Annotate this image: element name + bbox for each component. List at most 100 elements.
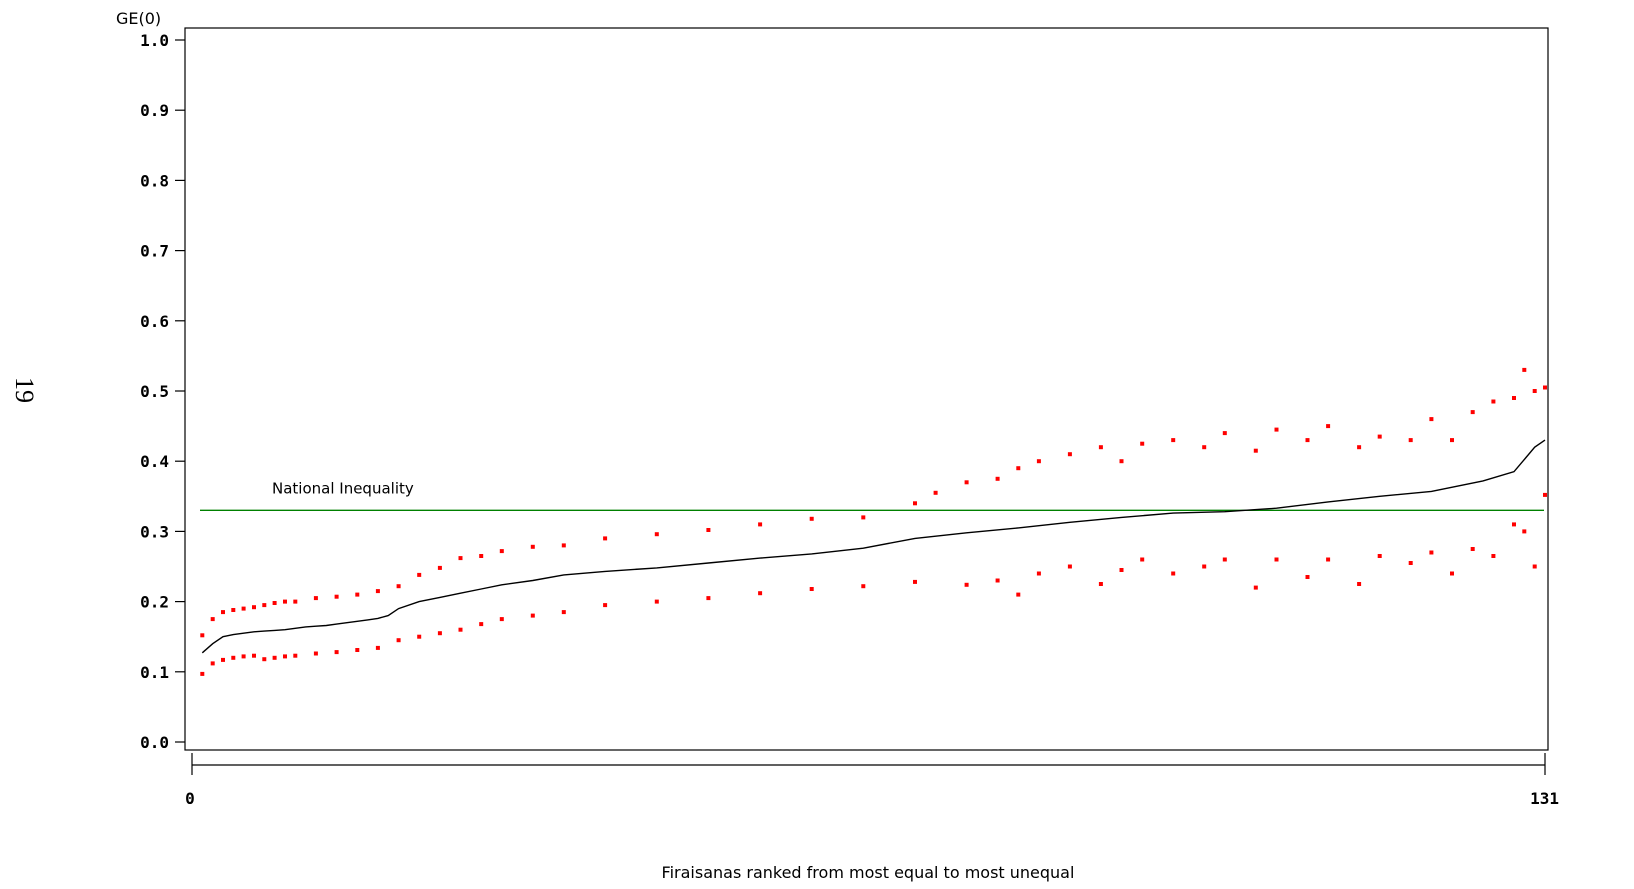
lower-bound-point [861,584,866,589]
lower-bound-point [1253,585,1258,590]
lower-bound-point [252,653,256,658]
upper-bound-point [1119,459,1124,464]
lower-bound-point [995,578,1000,583]
upper-bound-point [499,549,504,554]
y-tick-label: 0.1 [140,663,169,682]
lower-bound-point [1119,568,1124,572]
upper-bound-point [1067,452,1072,457]
y-tick-label: 0.8 [140,171,169,190]
upper-bound-point [458,556,463,561]
lower-bound-point [221,657,225,662]
upper-bound-point [231,608,236,612]
lower-bound-point [1036,571,1041,576]
lower-bound-point [1429,550,1434,555]
lower-bound-point [561,610,566,615]
lower-bound-point [1016,592,1021,597]
upper-bound-point [313,596,318,601]
lower-bound-point [530,613,535,618]
lower-bound-point [1305,575,1310,579]
upper-bound-point [964,480,969,485]
x-tick-label: 0 [185,789,195,808]
lower-bound-point [499,617,504,622]
lower-bound-point [313,651,318,656]
upper-bound-point [1491,399,1496,404]
lower-bound-point [1274,557,1279,562]
upper-bound-point [1326,424,1331,429]
lower-bound-point [272,655,277,660]
upper-bound-point [355,592,360,597]
upper-bound-point [221,610,225,615]
upper-bound-point [995,476,1000,481]
x-tick-label: 131 [1530,789,1559,808]
lower-bound-point [1377,554,1382,558]
lower-bound-point [458,627,463,632]
lower-bound-point [262,657,267,662]
upper-bound-point [417,572,422,577]
upper-bound-point [1357,445,1362,450]
upper-bound-point [262,603,267,608]
upper-bound-point [561,543,566,548]
lower-bound-point [1450,571,1454,576]
lower-bound-point [1067,564,1072,569]
upper-bound-point [1253,448,1258,453]
upper-bound-point [1429,417,1434,422]
lower-bound-point [355,648,360,652]
lower-bound-point [1098,582,1103,586]
upper-bound-point [210,617,215,622]
upper-bound-point [1532,389,1537,393]
lower-bound-point [1140,557,1145,562]
upper-bound-point [479,554,484,558]
upper-bound-point [272,601,277,605]
lower-bound-point [1222,557,1227,562]
upper-bound-point [654,532,659,537]
lower-bound-point [913,579,917,584]
upper-bound-point [1171,438,1176,443]
lower-bound-point [1512,522,1516,527]
lower-bound-point [603,603,608,608]
upper-bound-point [1140,441,1145,446]
lower-bound-point [479,622,484,627]
y-tick-label: 0.3 [140,522,169,541]
upper-bound-point [396,584,401,589]
upper-bound-point [809,516,814,521]
upper-bound-point [1305,438,1310,443]
y-tick-label: 0.6 [140,312,169,331]
upper-bound-point [1098,445,1103,450]
y-tick-label: 1.0 [140,31,169,50]
national-inequality-label: National Inequality [272,479,414,497]
upper-bound-point [1470,410,1475,415]
lower-bound-point [283,654,287,659]
y-tick-label: 0.2 [140,593,169,612]
lower-bound-point [1171,571,1176,576]
upper-bound-point [375,589,380,594]
upper-bound-point [1408,438,1413,443]
lower-bound-point [417,634,422,639]
upper-bound-point [252,605,256,610]
upper-bound-point [603,536,608,541]
upper-bound-point [1522,367,1527,372]
lower-bound-point [1357,582,1362,586]
upper-bound-point [1543,385,1547,390]
lower-bound-point [964,582,969,587]
y-tick-label: 0.5 [140,382,169,401]
upper-bound-point [1036,459,1041,464]
lower-bound-point [706,596,711,601]
upper-bound-point [1202,445,1207,450]
upper-bound-point [1016,466,1021,471]
lower-bound-point [1522,529,1527,534]
y-tick-label: 0.4 [140,452,169,471]
lower-bound-point [758,591,763,596]
upper-bound-point [437,565,442,570]
x-axis-title: Firaisanas ranked from most equal to mos… [662,863,1075,882]
lower-bound-point [654,599,659,604]
upper-bound-point [861,515,866,520]
upper-bound-point [758,522,763,527]
upper-bound-point [1274,427,1279,432]
lower-bound-point [375,645,380,650]
upper-bound-point [1377,434,1382,439]
lower-bound-point [1491,554,1496,558]
estimate-line [201,439,1546,654]
lower-bound-point [1532,564,1537,569]
lower-bound-point [293,653,298,658]
